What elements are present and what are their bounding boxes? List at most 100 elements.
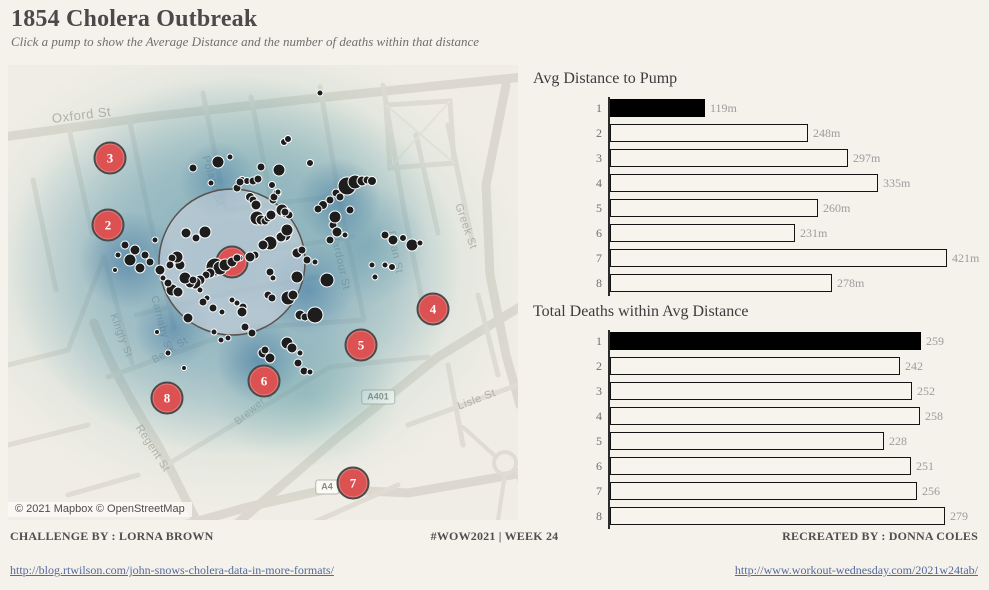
bar-value-label: 228 — [889, 433, 907, 448]
pump-7[interactable]: 7 — [336, 466, 370, 500]
death-dot — [250, 199, 262, 211]
bar-pump-7[interactable] — [610, 249, 947, 267]
death-dot — [134, 262, 146, 274]
pump-number-label: 6 — [596, 458, 602, 473]
bar-value-label: 258 — [925, 408, 943, 423]
pump-number-label: 8 — [596, 275, 602, 290]
bar-pump-5[interactable] — [610, 432, 884, 450]
bar-pump-7[interactable] — [610, 482, 917, 500]
bar-value-label: 421m — [952, 250, 980, 265]
map-attribution[interactable]: © 2021 Mapbox © OpenStreetMap — [8, 502, 192, 517]
footer: CHALLENGE BY : LORNA BROWN #WOW2021 | WE… — [0, 527, 989, 583]
death-dot — [247, 328, 257, 338]
death-dot — [287, 289, 299, 301]
bar-row-pump-2: 2 242 — [596, 357, 980, 375]
bar-pump-6[interactable] — [610, 457, 911, 475]
chart-avg-distance: Avg Distance to Pump 1 119m 2 248m 3 297m 4 335… — [533, 70, 983, 296]
death-dot — [140, 250, 150, 260]
death-dot — [211, 155, 225, 169]
header: 1854 Cholera Outbreak Click a pump to sh… — [11, 6, 479, 50]
bar-value-label: 259 — [926, 333, 944, 348]
bar-pump-3[interactable] — [610, 149, 848, 167]
chart-title: Total Deaths within Avg Distance — [533, 303, 749, 320]
workout-wednesday-link[interactable]: http://www.workout-wednesday.com/2021w24… — [734, 563, 978, 577]
page-title: 1854 Cholera Outbreak — [11, 6, 258, 32]
death-dot — [210, 328, 218, 336]
death-dot — [297, 245, 307, 255]
death-dot — [265, 209, 277, 221]
death-dot — [159, 274, 167, 282]
bar-value-label: 248m — [813, 125, 841, 140]
death-dot — [218, 308, 226, 316]
bar-pump-5[interactable] — [610, 199, 818, 217]
death-dot — [274, 188, 282, 196]
cholera-map[interactable]: Oxford StPoland StWardour StDean StGreek… — [8, 65, 518, 520]
death-dot — [191, 233, 201, 243]
bar-pump-6[interactable] — [610, 224, 795, 242]
pump-6[interactable]: 6 — [247, 364, 281, 398]
bar-pump-4[interactable] — [610, 174, 878, 192]
pump-5[interactable]: 5 — [344, 328, 378, 362]
death-dot — [387, 234, 399, 246]
death-dot — [257, 239, 269, 251]
bar-row-pump-7: 7 421m — [596, 249, 980, 267]
pump-number-label: 3 — [596, 150, 602, 165]
death-dot — [325, 235, 335, 245]
bar-pump-1[interactable] — [610, 99, 705, 117]
death-dot — [264, 352, 276, 364]
pump-number-label: 4 — [596, 175, 602, 190]
bar-pump-4[interactable] — [610, 407, 920, 425]
death-dot — [335, 192, 345, 202]
bar-value-label: 119m — [710, 100, 737, 115]
death-dot — [145, 257, 155, 267]
pump-8[interactable]: 8 — [150, 381, 184, 415]
death-dot — [260, 345, 270, 355]
source-data-link[interactable]: http://blog.rtwilson.com/john-snows-chol… — [10, 563, 334, 577]
death-dot — [380, 230, 390, 240]
death-dot — [381, 261, 389, 269]
death-dot — [172, 286, 184, 298]
bar-value-label: 242 — [905, 358, 923, 373]
pump-2[interactable]: 2 — [91, 208, 125, 242]
death-dot — [316, 89, 324, 97]
chart-title: Avg Distance to Pump — [533, 70, 678, 87]
death-dot — [188, 275, 198, 285]
death-dot — [217, 336, 225, 344]
bar-value-label: 297m — [853, 150, 881, 165]
death-dot — [233, 299, 241, 307]
pump-4[interactable]: 4 — [416, 292, 450, 326]
bar-pump-3[interactable] — [610, 382, 912, 400]
pump-3[interactable]: 3 — [93, 141, 127, 175]
bar-pump-2[interactable] — [610, 357, 900, 375]
death-dots — [112, 89, 424, 376]
bar-row-pump-1: 1 259 — [596, 332, 980, 350]
bar-rows: 1 119m 2 248m 3 297m 4 335m 5 260m 6 231m 7 421m 8 278m — [596, 97, 980, 296]
death-dot — [244, 251, 256, 263]
death-dot — [181, 365, 187, 371]
bar-pump-1[interactable] — [610, 332, 921, 350]
bar-pump-8[interactable] — [610, 507, 945, 525]
death-dot — [267, 293, 277, 303]
death-dot — [196, 286, 204, 294]
death-dot — [236, 306, 248, 318]
chart-total-deaths: Total Deaths within Avg Distance 1 259 2 24… — [533, 303, 983, 529]
death-dot — [269, 192, 279, 202]
death-dot — [207, 179, 215, 187]
death-dot — [306, 306, 324, 324]
bar-row-pump-8: 8 279 — [596, 507, 980, 525]
death-dot — [399, 234, 407, 242]
death-dot — [164, 349, 172, 357]
bar-pump-2[interactable] — [610, 124, 808, 142]
death-dot — [306, 368, 314, 376]
pump-number-label: 8 — [596, 508, 602, 523]
bar-value-label: 260m — [823, 200, 851, 215]
death-dot — [265, 267, 275, 277]
death-dot — [269, 274, 277, 282]
death-dot — [226, 153, 234, 161]
death-dot — [405, 238, 419, 252]
bar-pump-8[interactable] — [610, 274, 832, 292]
death-dot — [325, 195, 335, 205]
bar-row-pump-3: 3 297m — [596, 149, 980, 167]
bar-value-label: 279 — [950, 508, 968, 523]
death-dot — [154, 264, 166, 276]
